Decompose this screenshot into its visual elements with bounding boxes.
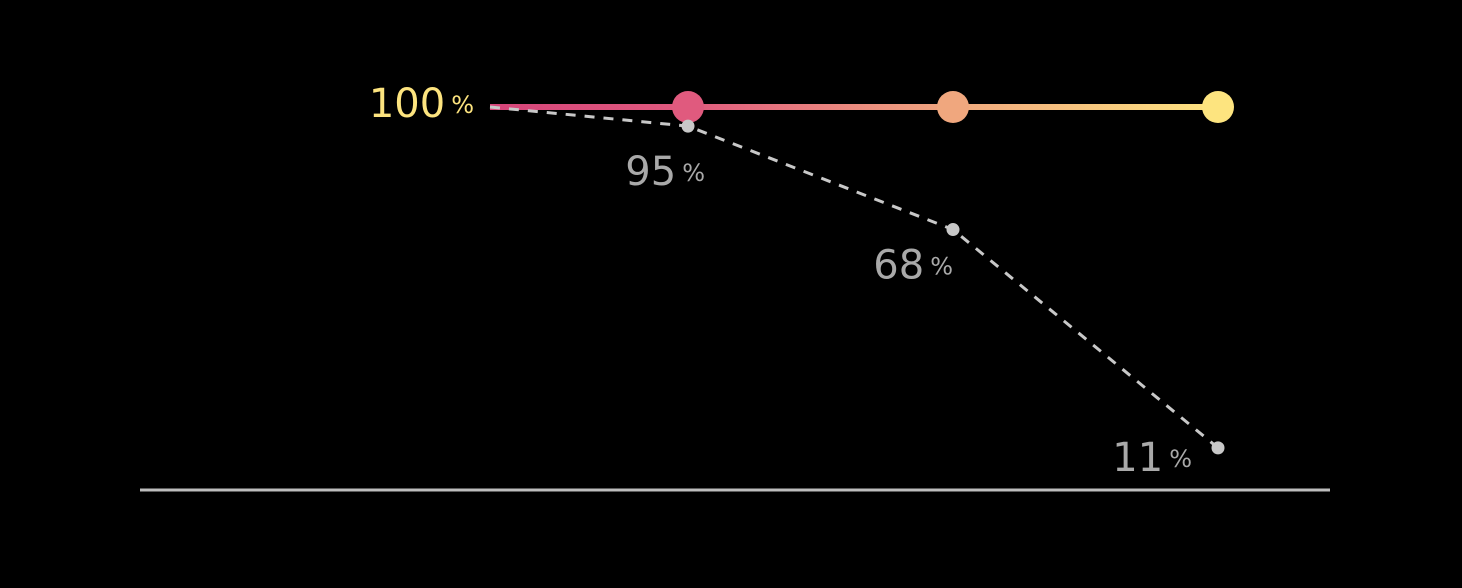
data-label: 100% — [369, 81, 474, 127]
point — [672, 91, 704, 123]
data-label: 95% — [625, 149, 705, 195]
label-unit: % — [930, 253, 953, 281]
point — [946, 223, 960, 237]
label-unit: % — [1169, 445, 1192, 473]
dashed-line — [489, 105, 1219, 450]
point — [937, 91, 969, 123]
label-unit: % — [451, 91, 474, 119]
data-label: 68% — [873, 243, 953, 289]
data-label: 11% — [1112, 435, 1192, 481]
label-value: 100 — [369, 81, 445, 127]
label-value: 95 — [625, 149, 676, 195]
point — [1202, 91, 1234, 123]
label-value: 11 — [1112, 435, 1163, 481]
label-unit: % — [682, 159, 705, 187]
point — [1211, 441, 1225, 455]
point — [681, 119, 695, 133]
label-value: 68 — [873, 243, 924, 289]
